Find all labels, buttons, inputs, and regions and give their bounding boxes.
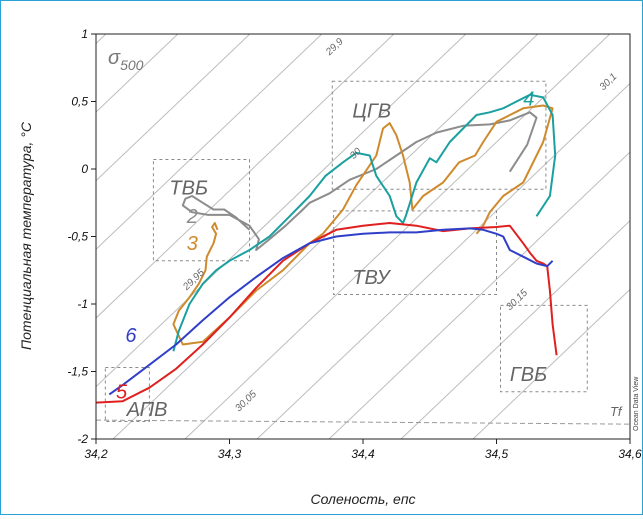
freezing-line [95, 419, 631, 425]
isopycnal-line [328, 151, 630, 439]
region-label: ТВБ [169, 178, 208, 200]
y-axis-title: Потенциальная температура, °C [18, 121, 34, 350]
y-tick-label: -1 [77, 297, 88, 311]
series-label: 3 [187, 233, 198, 255]
isopycnal-label: 30 [348, 146, 364, 162]
series-line-3 [172, 104, 554, 346]
freezing-line-label: Tf [610, 404, 623, 419]
series-label: 6 [125, 325, 137, 347]
y-tick-label: 1 [81, 27, 88, 41]
isopycnal-label: 30,1 [598, 71, 620, 92]
y-tick-label: -1,5 [67, 365, 88, 379]
series-line-6 [108, 227, 554, 396]
y-tick-label: -2 [77, 432, 88, 446]
region-label: ГВБ [510, 364, 547, 386]
x-tick-label: 34,5 [485, 447, 509, 461]
series-line-4 [172, 93, 557, 352]
isopycnal-line [96, 34, 179, 113]
isopycnal-line [472, 288, 630, 439]
region-box [333, 210, 497, 296]
region-label: ТВУ [352, 267, 391, 289]
sigma-label: σ500 [108, 47, 144, 73]
isopycnal-line [96, 34, 395, 319]
isopycnal-line [96, 34, 251, 182]
isopycnal-line [400, 220, 630, 439]
region-label: ЦГВ [352, 101, 391, 123]
isopycnal-line [256, 82, 630, 439]
region-box [152, 159, 251, 262]
isopycnal-label: 29,9 [323, 36, 346, 58]
series-label: 4 [523, 89, 534, 111]
series-label: 2 [186, 206, 198, 228]
region-box [331, 80, 547, 190]
ocean-data-view-credit: Ocean Data View [633, 376, 640, 431]
x-tick-label: 34,4 [351, 447, 375, 461]
y-tick-label: 0 [81, 162, 88, 176]
region-box [500, 304, 588, 393]
isopycnal-line [96, 34, 323, 251]
series-label: 5 [116, 382, 128, 404]
isopycnal-line [96, 34, 467, 388]
x-axis-title: Соленость, епс [310, 491, 415, 507]
region-label: АПВ [126, 399, 168, 421]
y-tick-label: -0,5 [67, 230, 88, 244]
series-line-5 [96, 222, 558, 404]
region-box [104, 366, 150, 422]
x-tick-label: 34,3 [218, 447, 242, 461]
x-tick-label: 34,2 [84, 447, 108, 461]
isopycnal-line [184, 34, 611, 439]
series-line-2 [181, 111, 538, 251]
isopycnal-label: 30,15 [504, 287, 530, 313]
x-tick-label: 34,6 [618, 447, 642, 461]
y-tick-label: 0,5 [71, 95, 88, 109]
isopycnal-label: 30,05 [233, 389, 259, 415]
